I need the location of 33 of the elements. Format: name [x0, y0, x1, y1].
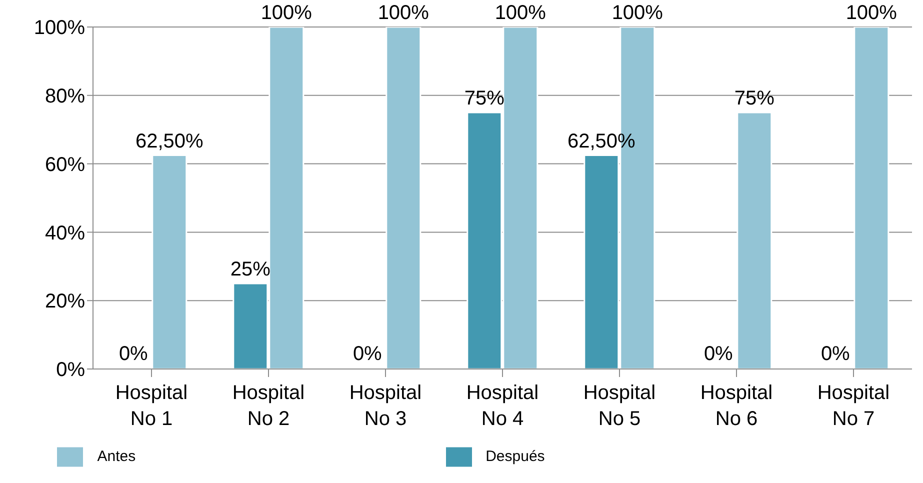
data-label: 75%: [464, 88, 505, 110]
y-tick-label: 100%: [34, 17, 86, 40]
data-label: 62,50%: [567, 130, 636, 152]
data-label: 75%: [734, 88, 775, 110]
y-tick-label: 20%: [44, 290, 86, 313]
x-tick-label: Hospital No 2: [232, 382, 305, 430]
y-tick-label: 0%: [56, 359, 86, 382]
x-tick-label: Hospital No 7: [817, 382, 890, 430]
data-label: 25%: [230, 258, 271, 280]
data-label: 100%: [378, 2, 430, 24]
legend-label: Después: [486, 448, 545, 465]
data-label: 0%: [118, 343, 148, 365]
x-tick-label: Hospital No 6: [700, 382, 773, 430]
bar: [854, 27, 890, 369]
bar: [152, 154, 188, 369]
data-label: 100%: [494, 2, 546, 24]
y-tick-label: 60%: [44, 154, 86, 176]
x-tick-label: Hospital No 3: [349, 382, 422, 430]
y-tick-label: 80%: [44, 86, 86, 108]
x-tick-label: Hospital No 1: [115, 382, 188, 430]
bar: [386, 27, 422, 369]
data-label: 100%: [260, 2, 312, 24]
x-tick-label: Hospital No 4: [466, 382, 539, 430]
data-label: 0%: [704, 343, 734, 365]
data-label: 0%: [352, 343, 382, 365]
data-label: 0%: [820, 343, 850, 365]
bar: [736, 112, 772, 369]
y-tick-label: 40%: [44, 222, 86, 244]
data-label: 62,50%: [135, 130, 204, 152]
data-label: 100%: [612, 2, 664, 24]
legend-label: Antes: [97, 448, 136, 465]
data-label: 100%: [846, 2, 898, 24]
x-tick-label: Hospital No 5: [583, 382, 656, 430]
